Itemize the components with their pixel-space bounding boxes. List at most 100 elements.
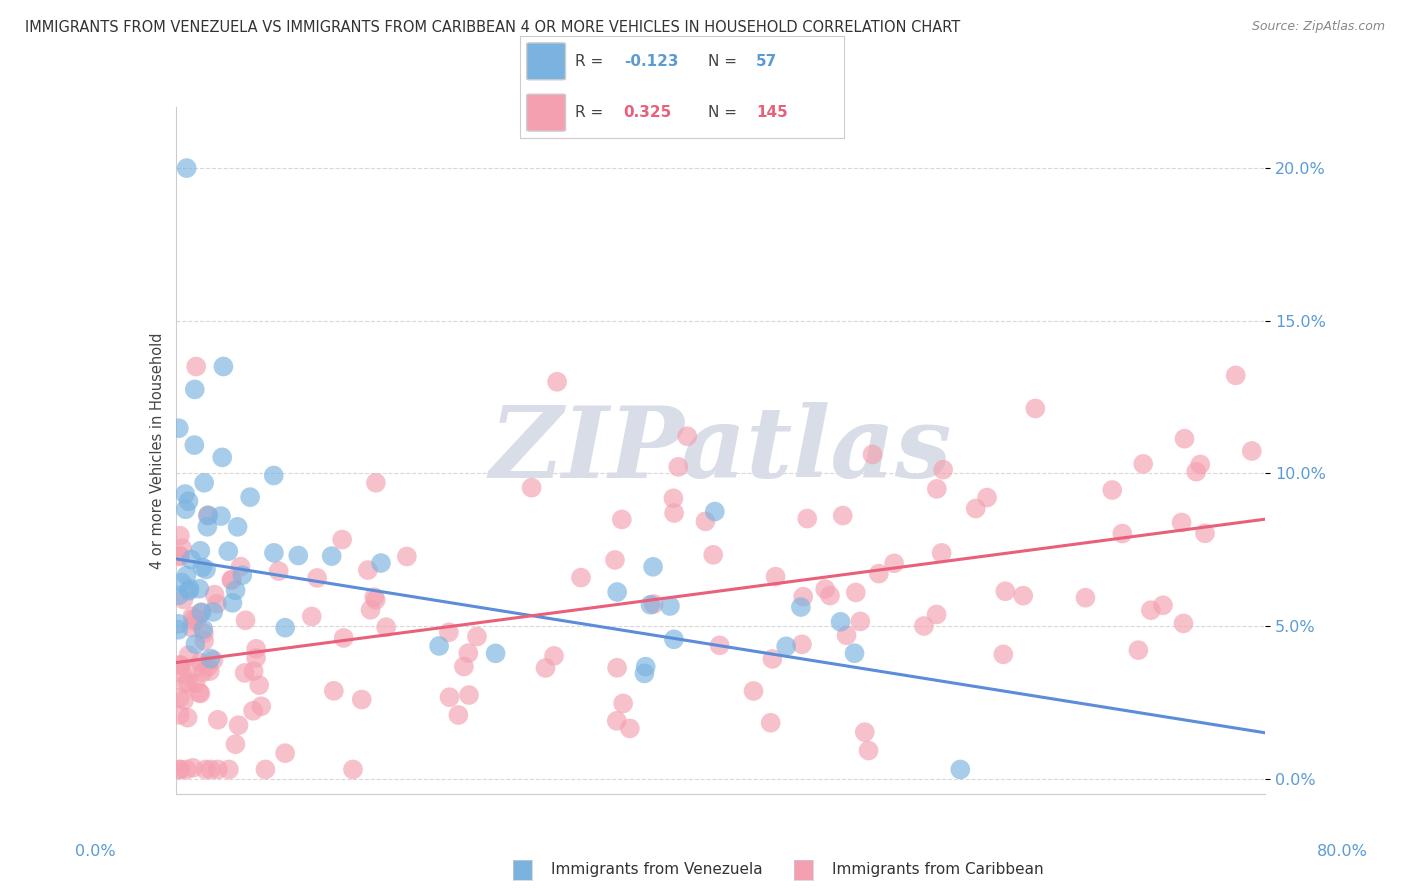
Point xyxy=(176,161,198,175)
Point xyxy=(193,633,215,648)
Point xyxy=(198,664,221,678)
Point xyxy=(207,713,229,727)
Point xyxy=(1189,458,1212,472)
Point xyxy=(695,514,717,528)
Point xyxy=(322,683,344,698)
Point xyxy=(180,552,202,566)
Point xyxy=(853,725,876,739)
Point xyxy=(765,569,787,583)
Text: Immigrants from Venezuela: Immigrants from Venezuela xyxy=(551,863,763,877)
Point xyxy=(169,549,191,563)
Point xyxy=(233,665,256,680)
Point xyxy=(761,652,783,666)
Point xyxy=(447,708,470,723)
Point xyxy=(1012,589,1035,603)
Text: 80.0%: 80.0% xyxy=(1317,845,1368,859)
Point xyxy=(742,684,765,698)
Point xyxy=(186,359,208,374)
Point xyxy=(180,620,202,634)
FancyBboxPatch shape xyxy=(527,95,565,131)
Point xyxy=(176,763,198,777)
Point xyxy=(231,568,253,582)
Point xyxy=(184,637,207,651)
Point xyxy=(666,459,689,474)
Point xyxy=(207,763,229,777)
Point xyxy=(360,603,382,617)
Point xyxy=(190,606,212,620)
Point xyxy=(790,600,813,615)
Point xyxy=(709,638,731,652)
Point xyxy=(458,688,481,702)
FancyBboxPatch shape xyxy=(527,43,565,79)
Point xyxy=(169,658,191,673)
Point xyxy=(569,571,592,585)
Point xyxy=(949,763,972,777)
Point xyxy=(274,746,297,760)
Point xyxy=(925,482,948,496)
Point xyxy=(225,583,247,598)
Point xyxy=(364,593,387,607)
Point xyxy=(191,665,214,680)
Point xyxy=(218,763,240,777)
Point xyxy=(228,718,250,732)
Point xyxy=(197,508,219,523)
Y-axis label: 4 or more Vehicles in Household: 4 or more Vehicles in Household xyxy=(149,332,165,569)
Point xyxy=(862,447,884,461)
Point xyxy=(235,613,257,627)
Point xyxy=(197,659,219,673)
Point xyxy=(245,641,267,656)
Point xyxy=(181,761,204,775)
Point xyxy=(1152,599,1174,613)
Point xyxy=(993,648,1015,662)
Point xyxy=(204,588,226,602)
Point xyxy=(965,501,987,516)
Point xyxy=(181,612,204,626)
Point xyxy=(169,529,191,543)
Point xyxy=(883,557,905,571)
Point xyxy=(845,585,868,599)
Point xyxy=(932,463,955,477)
Point xyxy=(239,490,262,504)
Point xyxy=(170,575,193,590)
Text: N =: N = xyxy=(707,54,741,69)
Point xyxy=(202,653,225,667)
Point xyxy=(1173,432,1195,446)
Point xyxy=(1140,603,1163,617)
Point xyxy=(221,573,243,587)
Text: ZIPatlas: ZIPatlas xyxy=(489,402,952,499)
Point xyxy=(169,707,191,722)
Point xyxy=(169,763,191,777)
Point xyxy=(1240,444,1263,458)
Point xyxy=(226,520,249,534)
Point xyxy=(242,704,264,718)
Point xyxy=(759,715,782,730)
Point xyxy=(221,573,243,587)
Point xyxy=(658,599,681,613)
Point xyxy=(439,690,461,705)
Point xyxy=(1111,526,1133,541)
Text: 0.325: 0.325 xyxy=(624,105,672,120)
Point xyxy=(321,549,343,563)
Point xyxy=(363,590,385,604)
Point xyxy=(205,597,228,611)
Point xyxy=(633,666,655,681)
Point xyxy=(184,383,207,397)
Point xyxy=(263,546,285,560)
Point xyxy=(437,625,460,640)
Point xyxy=(167,616,190,631)
Point xyxy=(188,685,211,699)
Text: R =: R = xyxy=(575,105,609,120)
Point xyxy=(375,620,398,634)
Text: Immigrants from Caribbean: Immigrants from Caribbean xyxy=(832,863,1045,877)
Point xyxy=(263,468,285,483)
Point xyxy=(465,630,488,644)
Point xyxy=(1170,516,1192,530)
Point xyxy=(250,699,273,714)
Point xyxy=(790,637,813,651)
Point xyxy=(606,661,628,675)
Point xyxy=(188,656,211,670)
Point xyxy=(193,626,215,640)
Point xyxy=(546,375,568,389)
Point xyxy=(395,549,418,564)
Point xyxy=(173,693,195,707)
